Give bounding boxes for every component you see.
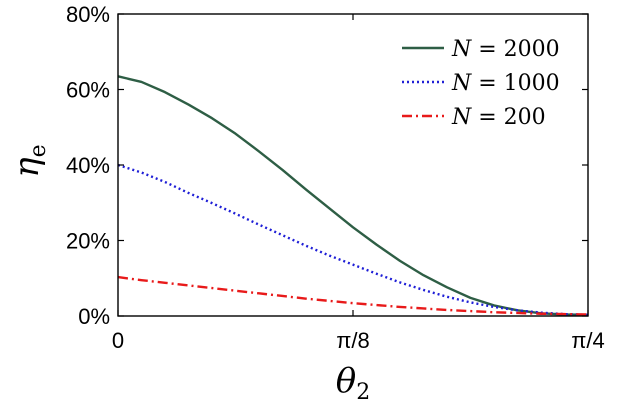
series-line-2 (117, 275, 589, 316)
legend: N = 2000 N = 1000 N = 200 (402, 37, 560, 130)
tick-labels: 0 π/8 π/4 0% 20% 40% 60% 80% (66, 2, 605, 353)
x-tick-label-1: π/8 (336, 328, 370, 353)
y-tick-label-2: 40% (66, 153, 110, 178)
y-axis-label: ηe (7, 144, 51, 177)
x-tick-label-0: 0 (112, 328, 124, 353)
y-tick-label-1: 20% (66, 229, 110, 254)
legend-label-2: N = 200 (451, 105, 546, 130)
plot-lines (117, 75, 589, 317)
y-tick-label-3: 60% (66, 78, 110, 103)
x-tick-label-2: π/4 (571, 328, 605, 353)
x-axis-label: θ2 (336, 361, 370, 404)
legend-label-0: N = 2000 (451, 37, 560, 62)
series-line-1 (117, 163, 589, 317)
y-tick-label-0: 0% (78, 304, 110, 329)
series-line-0 (117, 75, 589, 317)
axis-ticks (117, 13, 589, 317)
y-tick-label-4: 80% (66, 2, 110, 27)
legend-label-1: N = 1000 (451, 71, 560, 96)
